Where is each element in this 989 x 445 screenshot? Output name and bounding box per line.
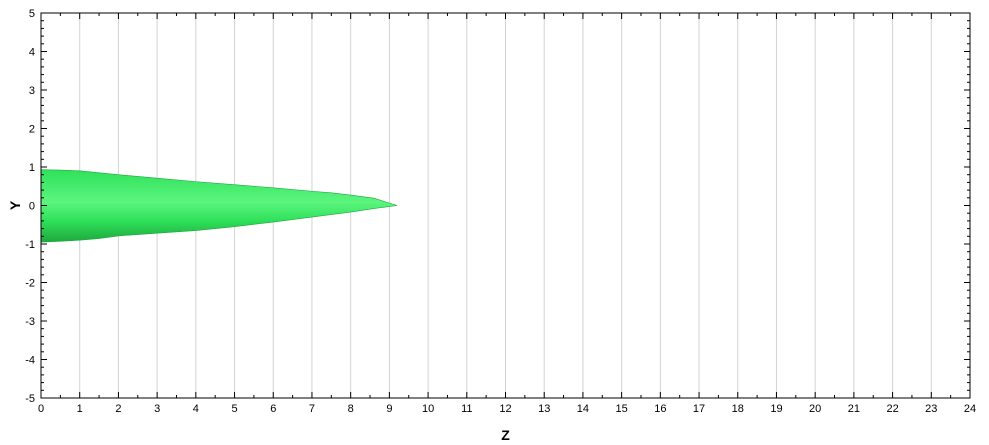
x-tick-label: 0: [38, 403, 44, 415]
y-tick-label: 3: [29, 85, 35, 97]
plume-surface: [40, 169, 398, 243]
x-tick-label: 23: [925, 403, 937, 415]
x-tick-label: 14: [577, 403, 589, 415]
x-tick-label: 18: [732, 403, 744, 415]
grid: [79, 13, 932, 398]
y-tick-label: -2: [25, 278, 35, 290]
x-tick-label: 5: [231, 403, 237, 415]
x-tick-label: 15: [616, 403, 628, 415]
y-tick-label: 4: [29, 47, 35, 59]
plume-shape: [40, 169, 398, 243]
x-tick-label: 16: [654, 403, 666, 415]
x-tick-label: 1: [77, 403, 83, 415]
x-tick-label: 2: [115, 403, 121, 415]
x-tick-label: 17: [693, 403, 705, 415]
y-tick-label: 0: [29, 201, 35, 213]
y-tick-label: -5: [25, 393, 35, 405]
y-tick-label: 1: [29, 162, 35, 174]
x-tick-label: 7: [309, 403, 315, 415]
y-axis-title: Y: [7, 200, 23, 210]
x-ticks: 0 1 2 3 4 5 6 7 8 9 10 11 12 13 14 15 16 17 18 19 20 21 22 23 24: [38, 13, 976, 415]
x-tick-label: 10: [422, 403, 434, 415]
x-tick-label: 13: [538, 403, 550, 415]
y-tick-label: -1: [25, 239, 35, 251]
x-tick-label: 4: [193, 403, 199, 415]
y-tick-label: 5: [29, 8, 35, 20]
x-tick-label: 8: [348, 403, 354, 415]
y-tick-label: -3: [25, 316, 35, 328]
y-tick-label: 2: [29, 124, 35, 136]
x-tick-label: 9: [386, 403, 392, 415]
x-tick-label: 20: [809, 403, 821, 415]
x-tick-label: 6: [270, 403, 276, 415]
y-ticks: -5 -4 -3 -2 -1 0 1 2 3 4 5: [25, 8, 970, 405]
x-tick-label: 3: [154, 403, 160, 415]
x-tick-label: 12: [499, 403, 511, 415]
y-tick-label: -4: [25, 355, 35, 367]
x-tick-label: 11: [461, 403, 472, 415]
x-tick-label: 19: [770, 403, 782, 415]
x-tick-label: 24: [964, 403, 976, 415]
x-tick-label: 21: [848, 403, 860, 415]
x-tick-label: 22: [886, 403, 898, 415]
x-axis-title: Z: [501, 427, 510, 443]
